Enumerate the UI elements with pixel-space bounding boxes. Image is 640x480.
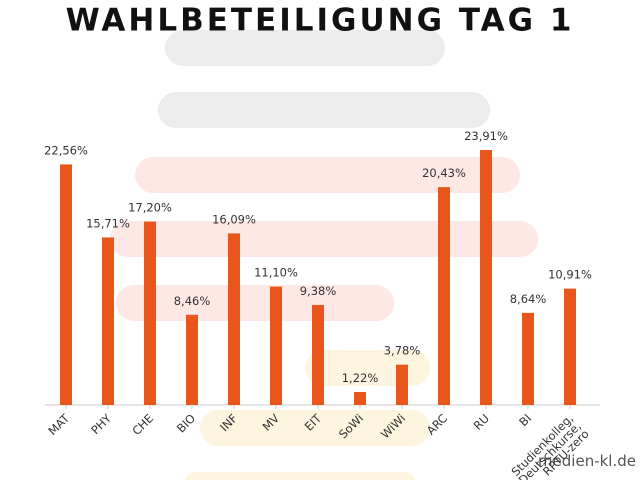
data-label: 8,46% (174, 294, 211, 308)
x-tick-label: PHY (88, 411, 115, 438)
bar (186, 314, 198, 405)
data-label: 11,10% (254, 266, 298, 280)
x-tick-label: BI (516, 411, 534, 429)
data-label: 15,71% (86, 216, 130, 230)
x-tick-label: CHE (129, 411, 156, 438)
data-label: 1,22% (342, 371, 379, 385)
bar (522, 312, 534, 405)
background-decoration (110, 30, 538, 480)
data-label: 8,64% (510, 292, 547, 306)
data-label: 23,91% (464, 129, 508, 143)
data-label: 3,78% (384, 344, 421, 358)
bar (396, 364, 408, 405)
bar (564, 288, 576, 405)
bar (480, 150, 492, 405)
bar (312, 304, 324, 405)
bar (270, 286, 282, 405)
data-label: 22,56% (44, 143, 88, 157)
data-label: 9,38% (300, 284, 337, 298)
x-tick-label: RU (471, 411, 493, 433)
data-label: 20,43% (422, 166, 466, 180)
bar (102, 237, 114, 405)
bar (438, 187, 450, 405)
bar (60, 164, 72, 405)
data-label: 16,09% (212, 212, 256, 226)
x-tick-label: BIO (174, 411, 198, 435)
bar (144, 221, 156, 405)
data-label: 10,91% (548, 268, 592, 282)
bar (228, 233, 240, 405)
bar (354, 391, 366, 405)
x-tick-label: MAT (45, 411, 73, 439)
chart-title: WAHLBETEILIGUNG TAG 1 (66, 3, 575, 39)
watermark: medien-kl.de (538, 452, 636, 470)
data-label: 17,20% (128, 201, 172, 215)
